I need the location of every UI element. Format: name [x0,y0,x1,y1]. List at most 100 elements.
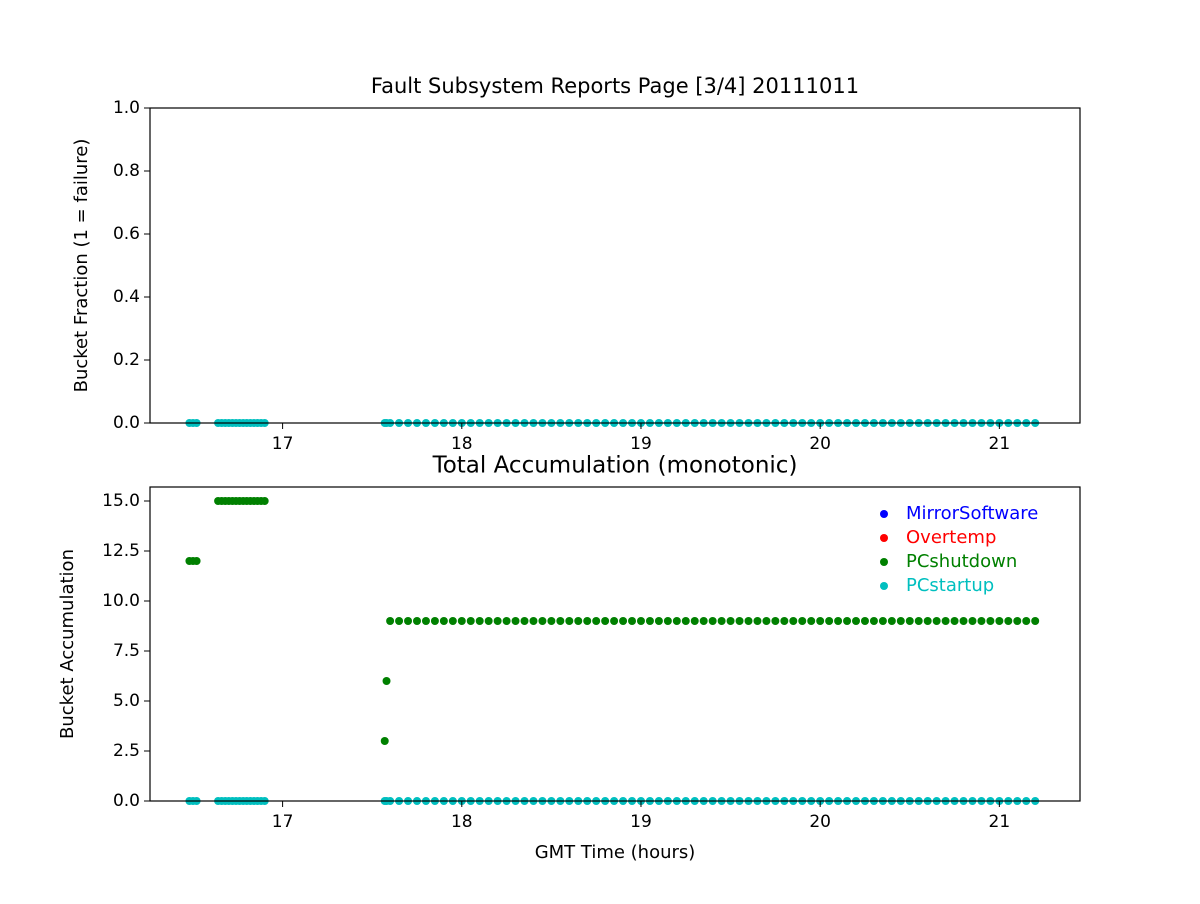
data-point [717,617,726,625]
chart-title: Fault Subsystem Reports Page [3/4] 20111… [371,74,859,98]
data-point [619,617,628,625]
x-tick-label: 19 [630,812,652,832]
axes-frame [149,486,1081,802]
x-tick-label: 19 [630,434,652,454]
data-point [574,617,583,625]
x-tick-label: 21 [989,812,1011,832]
data-point [592,617,601,625]
data-point [421,617,430,625]
data-point [556,617,565,625]
data-point [950,617,959,625]
data-point [565,617,574,625]
data-point [789,617,798,625]
x-axis-label: GMT Time (hours) [535,842,696,863]
data-point [645,617,654,625]
subplot: 17 18 19 20 21 0.0 2.5 5.0 7.5 10.0 12.5 15.0 Total … [57,453,1081,863]
legend-label: PCshutdown [906,551,1017,572]
data-point [386,617,395,625]
data-point [404,617,413,625]
axes-frame [149,107,1081,424]
x-tick-label: 20 [809,434,831,454]
y-axis-label: Bucket Accumulation [57,549,78,739]
y-axis-label: Bucket Fraction (1 = failure) [71,139,92,393]
data-point [771,617,780,625]
data-point [887,617,896,625]
data-point [762,617,771,625]
y-tick-label: 15.0 [102,491,140,511]
data-point [843,617,852,625]
data-point [834,617,843,625]
data-point [959,617,968,625]
data-point [466,617,475,625]
data-point [753,617,762,625]
data-point [744,617,753,625]
x-tick-label: 21 [989,434,1011,454]
data-point [610,617,619,625]
legend-label: Overtemp [906,527,996,548]
legend-label: PCstartup [906,575,994,596]
data-point [448,617,457,625]
data-point [654,617,663,625]
data-point [995,617,1004,625]
x-tick-label: 18 [451,812,473,832]
data-point [663,617,672,625]
data-point [941,617,950,625]
y-tick-label: 0.0 [113,791,140,811]
legend-label: MirrorSoftware [906,503,1038,524]
data-point [395,617,404,625]
data-point [412,617,421,625]
y-tick-label: 0.0 [113,413,140,433]
data-point [628,617,637,625]
legend-marker [880,510,888,518]
data-point [260,497,269,505]
legend: MirrorSoftware Overtemp PCshutdown PCstartu… [880,503,1038,596]
y-tick-label: 0.4 [113,287,140,307]
data-point [672,617,681,625]
x-tick-label: 18 [451,434,473,454]
y-tick-label: 10.0 [102,591,140,611]
x-tick-label: 17 [272,812,294,832]
y-tick-label: 7.5 [113,641,140,661]
x-tick-label: 20 [809,812,831,832]
data-point [878,617,887,625]
data-point [825,617,834,625]
data-point [502,617,511,625]
data-point [896,617,905,625]
data-point [816,617,825,625]
legend-marker [880,558,888,566]
data-point [380,737,389,745]
data-point [583,617,592,625]
data-point [430,617,439,625]
data-point [726,617,735,625]
subplot: 17 18 19 20 21 0.0 0.2 0.4 0.6 0.8 1.0 Fault Subsys… [71,74,1081,454]
data-point [780,617,789,625]
legend-marker [880,582,888,590]
data-point [538,617,547,625]
data-point [484,617,493,625]
data-point [1004,617,1013,625]
data-point [382,677,391,685]
data-point [636,617,645,625]
data-point [708,617,717,625]
data-point [977,617,986,625]
data-point [511,617,520,625]
legend-marker [880,534,888,542]
y-tick-label: 1.0 [113,98,140,118]
data-point [547,617,556,625]
data-point [869,617,878,625]
data-point [601,617,610,625]
data-point [529,617,538,625]
data-point [932,617,941,625]
data-point [192,557,201,565]
data-point [807,617,816,625]
y-tick-label: 12.5 [102,541,140,561]
data-point [735,617,744,625]
x-tick-label: 17 [272,434,294,454]
data-point [905,617,914,625]
data-point [914,617,923,625]
data-point [493,617,502,625]
data-point [798,617,807,625]
data-point [690,617,699,625]
